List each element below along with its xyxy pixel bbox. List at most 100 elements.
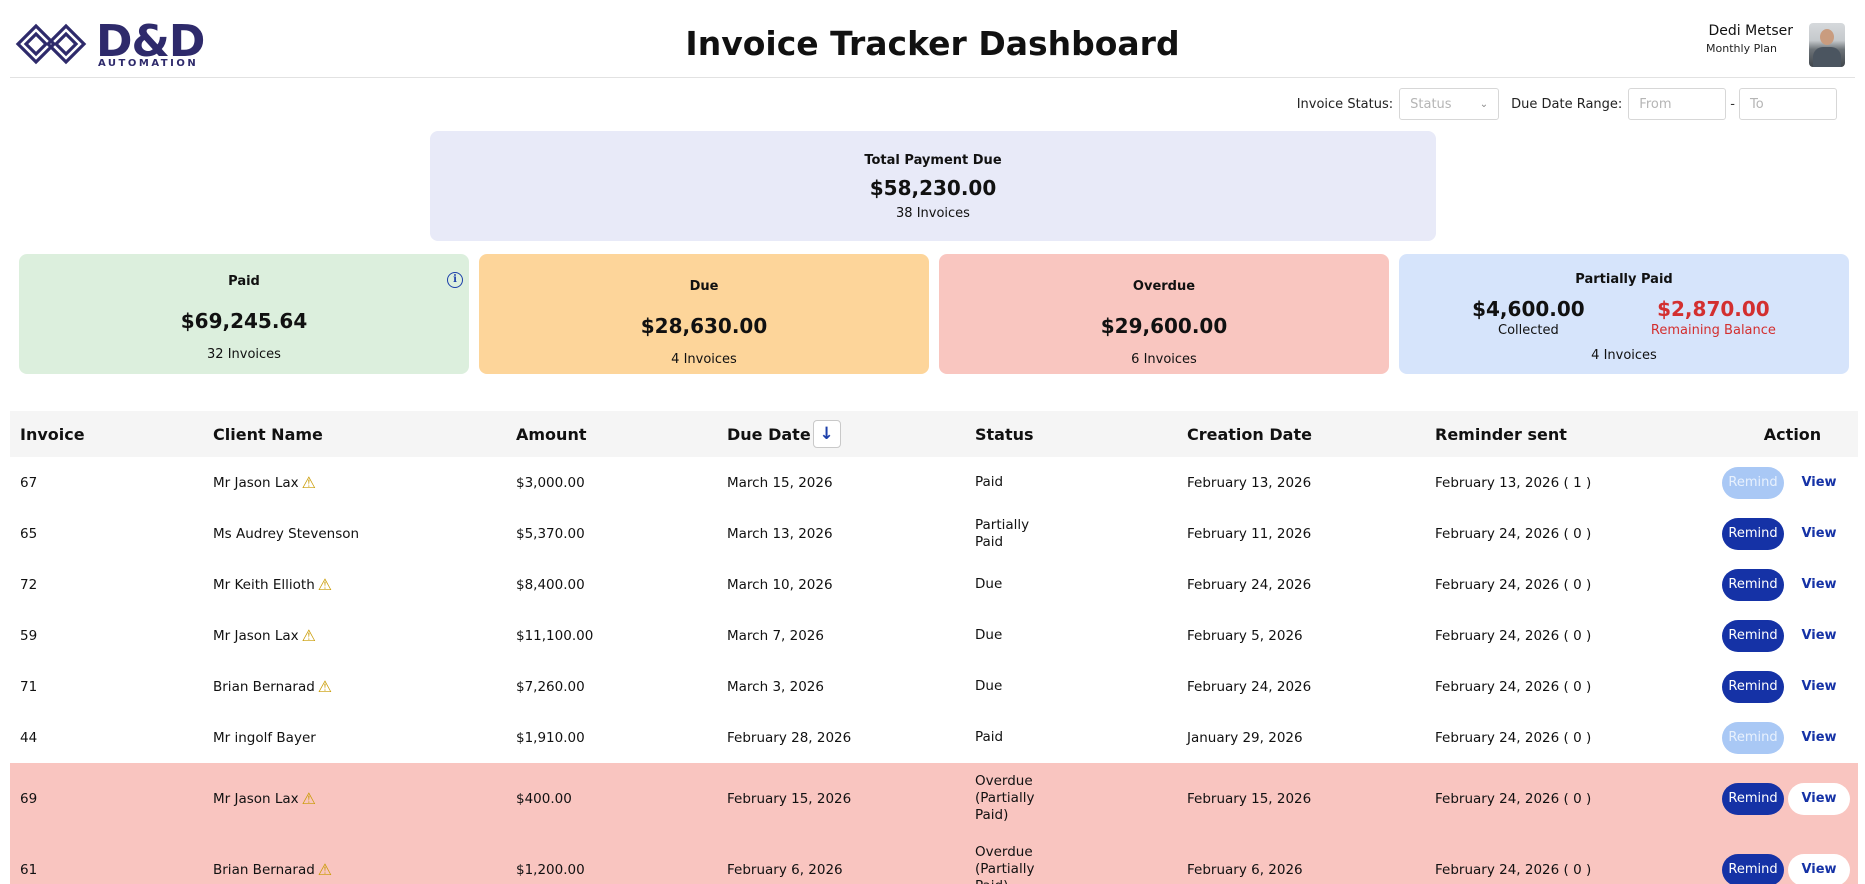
user-profile[interactable]: Dedi Metser Monthly Plan bbox=[1665, 20, 1845, 70]
client-name: Mr Keith Ellioth bbox=[213, 577, 315, 593]
view-button[interactable]: View bbox=[1788, 671, 1850, 703]
view-button[interactable]: View bbox=[1788, 518, 1850, 550]
remaining-value: $2,870.00 bbox=[1657, 297, 1770, 321]
collected-block: $4,600.00 Collected bbox=[1472, 297, 1585, 338]
header-status: Status bbox=[975, 424, 1034, 444]
user-name: Dedi Metser bbox=[1708, 23, 1793, 39]
total-count: 38 Invoices bbox=[896, 206, 970, 221]
invoice-number: 72 bbox=[20, 576, 38, 593]
view-button[interactable]: View bbox=[1788, 782, 1850, 815]
status-select[interactable]: Status ⌄ bbox=[1399, 88, 1500, 120]
amount: $7,260.00 bbox=[516, 678, 585, 695]
collected-value: $4,600.00 bbox=[1472, 297, 1585, 321]
date-range-separator: - bbox=[1730, 96, 1735, 112]
action-cell: Remind View bbox=[1685, 670, 1858, 703]
due-date: March 15, 2026 bbox=[727, 474, 833, 491]
sort-down-icon[interactable]: ↓ bbox=[812, 420, 841, 448]
reminder-sent: February 24, 2026 ( 0 ) bbox=[1435, 627, 1592, 644]
client-name: Mr Jason Lax bbox=[213, 475, 299, 491]
logo-mark-icon bbox=[15, 23, 87, 65]
table-row: 72 Mr Keith Ellioth ⚠ $8,400.00 March 10,… bbox=[10, 559, 1858, 610]
creation-date: February 13, 2026 bbox=[1187, 474, 1312, 491]
paid-card[interactable]: Paid i $69,245.64 32 Invoices bbox=[19, 254, 469, 374]
creation-date: February 11, 2026 bbox=[1187, 525, 1312, 542]
invoice-number: 65 bbox=[20, 525, 38, 542]
partial-values: $4,600.00 Collected $2,870.00 Remaining … bbox=[1399, 297, 1849, 338]
client-name: Mr ingolf Bayer bbox=[213, 729, 316, 746]
from-date-input[interactable]: From bbox=[1628, 88, 1727, 120]
remind-button[interactable]: Remind bbox=[1722, 466, 1784, 499]
remind-button[interactable]: Remind bbox=[1722, 853, 1784, 884]
partial-label: Partially Paid bbox=[1575, 272, 1673, 287]
remind-button[interactable]: Remind bbox=[1722, 782, 1784, 815]
invoice-number: 44 bbox=[20, 729, 38, 746]
client-name: Brian Bernarad bbox=[213, 862, 315, 878]
client-cell: Brian Bernarad ⚠ bbox=[203, 860, 506, 879]
due-card[interactable]: Due $28,630.00 4 Invoices bbox=[479, 254, 929, 374]
table-row: 44 Mr ingolf Bayer $1,910.00 February 28… bbox=[10, 712, 1858, 763]
status-text: Due bbox=[975, 576, 1003, 592]
remind-button[interactable]: Remind bbox=[1722, 670, 1784, 703]
logo-text: D&D bbox=[96, 16, 205, 67]
remind-button[interactable]: Remind bbox=[1722, 517, 1784, 550]
status-cell: Due bbox=[965, 576, 1177, 593]
remaining-block: $2,870.00 Remaining Balance bbox=[1651, 297, 1776, 338]
due-date: February 28, 2026 bbox=[727, 729, 852, 746]
view-button[interactable]: View bbox=[1788, 467, 1850, 499]
action-cell: Remind View bbox=[1685, 619, 1858, 652]
invoice-number: 67 bbox=[20, 474, 38, 491]
table-row: 65 Ms Audrey Stevenson $5,370.00 March 1… bbox=[10, 508, 1858, 559]
reminder-sent: February 24, 2026 ( 0 ) bbox=[1435, 525, 1592, 542]
remind-button[interactable]: Remind bbox=[1722, 568, 1784, 601]
view-button[interactable]: View bbox=[1788, 722, 1850, 754]
to-date-input[interactable]: To bbox=[1739, 88, 1837, 120]
creation-date: February 24, 2026 bbox=[1187, 678, 1312, 695]
partially-paid-card[interactable]: Partially Paid $4,600.00 Collected $2,87… bbox=[1399, 254, 1849, 374]
warning-icon: ⚠ bbox=[317, 575, 333, 594]
due-date: March 3, 2026 bbox=[727, 678, 824, 695]
total-value: $58,230.00 bbox=[869, 176, 997, 200]
reminder-sent: February 13, 2026 ( 1 ) bbox=[1435, 474, 1592, 491]
client-name: Ms Audrey Stevenson bbox=[213, 525, 360, 542]
remind-button[interactable]: Remind bbox=[1722, 721, 1784, 754]
header-client: Client Name bbox=[213, 424, 323, 444]
client-cell: Mr Jason Lax ⚠ bbox=[203, 626, 506, 645]
creation-date: February 5, 2026 bbox=[1187, 627, 1303, 644]
client-cell: Ms Audrey Stevenson bbox=[203, 526, 506, 542]
view-button[interactable]: View bbox=[1788, 853, 1850, 884]
table-row: 69 Mr Jason Lax ⚠ $400.00 February 15, 20… bbox=[10, 763, 1858, 834]
amount: $5,370.00 bbox=[516, 525, 585, 542]
avatar[interactable] bbox=[1809, 23, 1845, 67]
invoice-number: 61 bbox=[20, 861, 38, 878]
status-text: Due bbox=[975, 678, 1003, 694]
table-row: 61 Brian Bernarad ⚠ $1,200.00 February 6,… bbox=[10, 834, 1858, 884]
remind-button[interactable]: Remind bbox=[1722, 619, 1784, 652]
action-cell: Remind View bbox=[1685, 853, 1858, 884]
warning-icon: ⚠ bbox=[301, 473, 317, 492]
action-cell: Remind View bbox=[1685, 782, 1858, 815]
header-invoice: Invoice bbox=[20, 424, 85, 444]
company-logo[interactable]: D&D AUTOMATION bbox=[14, 16, 205, 70]
user-plan: Monthly Plan bbox=[1706, 42, 1777, 55]
status-cell: Partially Paid bbox=[965, 517, 1177, 551]
status-text: Overdue (Partially Paid) bbox=[975, 773, 1035, 823]
overdue-card[interactable]: Overdue $29,600.00 6 Invoices bbox=[939, 254, 1389, 374]
action-cell: Remind View bbox=[1685, 517, 1858, 550]
view-button[interactable]: View bbox=[1788, 620, 1850, 652]
info-icon[interactable]: i bbox=[447, 272, 463, 288]
status-text: Paid bbox=[975, 474, 1004, 490]
view-button[interactable]: View bbox=[1788, 569, 1850, 601]
remaining-label: Remaining Balance bbox=[1650, 323, 1776, 338]
table-body: 67 Mr Jason Lax ⚠ $3,000.00 March 15, 202… bbox=[10, 457, 1858, 884]
overdue-label: Overdue bbox=[1132, 279, 1196, 294]
reminder-sent: February 24, 2026 ( 0 ) bbox=[1435, 790, 1592, 807]
header-amount: Amount bbox=[516, 424, 587, 444]
invoice-number: 69 bbox=[20, 790, 38, 807]
avatar-head bbox=[1820, 29, 1834, 45]
creation-date: January 29, 2026 bbox=[1187, 729, 1303, 746]
status-cell: Overdue (Partially Paid) bbox=[965, 773, 1177, 824]
client-cell: Mr Jason Lax ⚠ bbox=[203, 473, 506, 492]
due-date: February 6, 2026 bbox=[727, 861, 843, 878]
creation-date: February 24, 2026 bbox=[1187, 576, 1312, 593]
reminder-sent: February 24, 2026 ( 0 ) bbox=[1435, 729, 1592, 746]
